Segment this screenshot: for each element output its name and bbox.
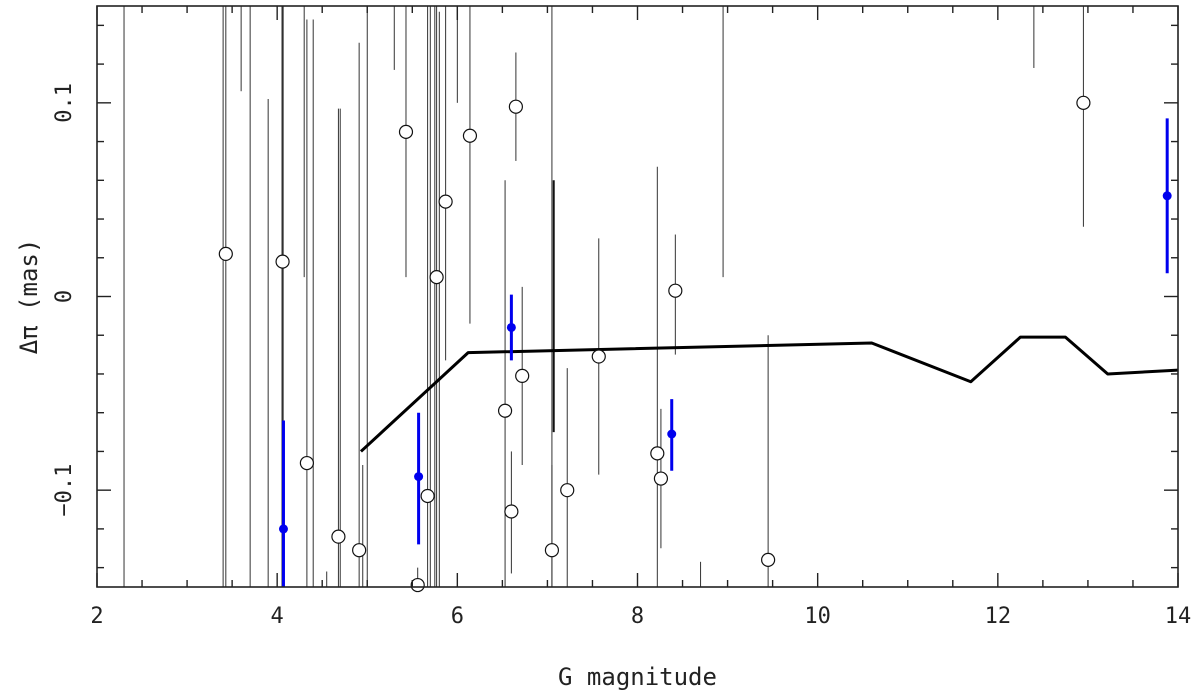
open-circle-point bbox=[429, 270, 444, 285]
open-circle-point bbox=[653, 471, 669, 486]
open-circle-point bbox=[1076, 95, 1091, 110]
open-circle-point bbox=[462, 128, 478, 143]
y-tick-label: −0.1 bbox=[52, 464, 77, 517]
blue-point bbox=[278, 524, 288, 534]
x-tick-label: 2 bbox=[90, 604, 103, 629]
x-tick-label: 8 bbox=[631, 604, 644, 629]
open-circle-point bbox=[299, 455, 314, 471]
plot-marks bbox=[123, 6, 1179, 593]
open-circle-point bbox=[398, 124, 414, 139]
open-circle-point bbox=[420, 488, 435, 504]
open-circle-point bbox=[761, 552, 776, 567]
open-circle-point bbox=[331, 529, 346, 544]
y-axis-label: Δπ (mas) bbox=[15, 239, 43, 355]
open-circle-point bbox=[560, 483, 575, 498]
x-tick-label: 4 bbox=[271, 604, 284, 629]
open-circle-point bbox=[544, 543, 560, 558]
x-tick-label: 14 bbox=[1165, 604, 1192, 629]
open-circle-point bbox=[218, 246, 233, 261]
trend-line bbox=[359, 335, 1179, 453]
open-circle-point bbox=[508, 99, 523, 114]
open-circle-point bbox=[497, 403, 513, 418]
plot-frame bbox=[96, 5, 1179, 588]
x-tick-label: 12 bbox=[985, 604, 1012, 629]
open-circle-point bbox=[352, 543, 367, 558]
x-axis-label: G magnitude bbox=[558, 663, 717, 691]
open-circle-point bbox=[591, 349, 606, 364]
y-tick-label: 0 bbox=[52, 290, 77, 303]
blue-point bbox=[1162, 191, 1172, 201]
axis-ticks: 2 4 6 8 10 12 14 −0.1 0 0.1 bbox=[52, 6, 1191, 629]
x-tick-label: 6 bbox=[451, 604, 464, 629]
open-circle-point bbox=[650, 446, 665, 461]
open-circle-point bbox=[438, 194, 453, 209]
blue-point bbox=[414, 472, 424, 482]
open-circle-point bbox=[410, 577, 425, 593]
open-circle-point bbox=[504, 504, 519, 519]
blue-point bbox=[667, 429, 677, 439]
open-circle-point bbox=[668, 283, 683, 298]
open-circle-point bbox=[275, 254, 290, 269]
y-tick-label: 0.1 bbox=[52, 83, 77, 123]
open-circle-point bbox=[515, 368, 530, 384]
x-tick-label: 10 bbox=[804, 604, 831, 629]
blue-point bbox=[506, 322, 516, 332]
